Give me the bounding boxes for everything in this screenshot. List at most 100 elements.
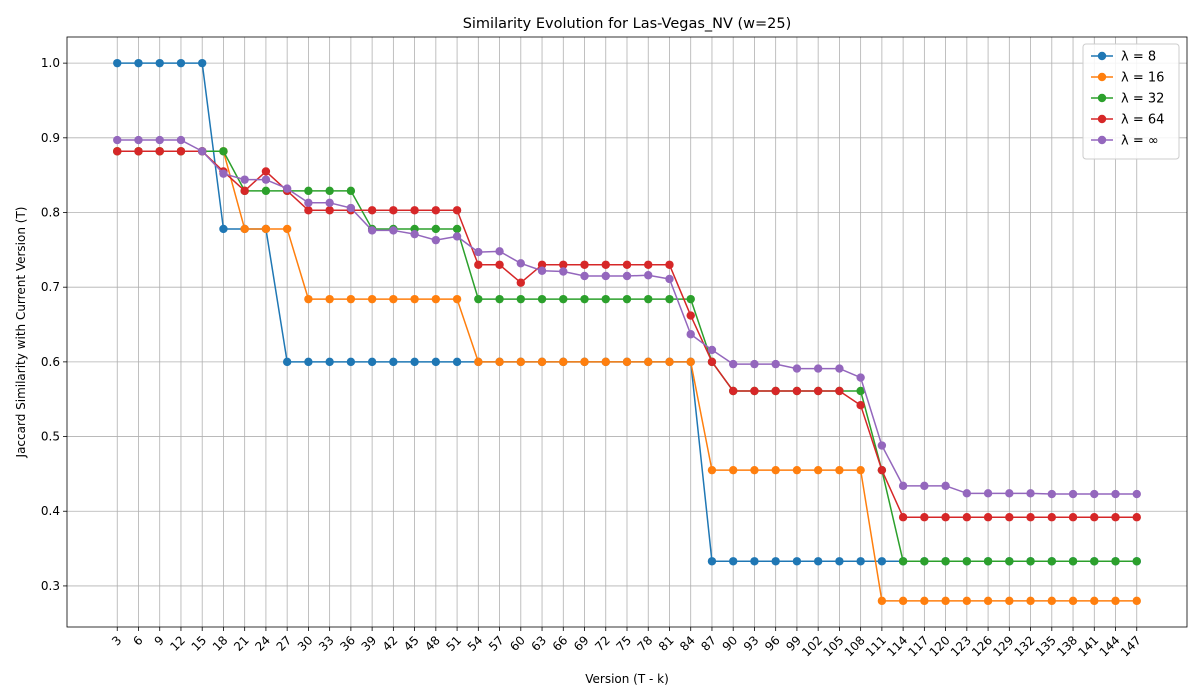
data-point [1111, 489, 1120, 499]
data-point [898, 481, 908, 491]
data-point [601, 260, 610, 269]
legend-label: λ = ∞ [1121, 134, 1159, 149]
data-point [367, 226, 377, 235]
data-point [898, 596, 908, 606]
data-point [665, 357, 674, 367]
data-point [304, 198, 313, 207]
data-point [155, 135, 164, 145]
data-point [367, 206, 377, 215]
data-point [813, 465, 823, 475]
data-point [1090, 513, 1099, 522]
data-point [346, 203, 356, 213]
grid [67, 37, 1187, 627]
data-point [410, 357, 419, 367]
data-point [792, 557, 802, 566]
data-point [325, 357, 334, 367]
data-point [622, 294, 632, 304]
legend-swatch-marker [1097, 51, 1107, 61]
data-point [113, 58, 122, 68]
data-point [771, 557, 780, 566]
data-point [452, 232, 462, 241]
x-axis-label: Version (T - k) [585, 672, 669, 686]
data-point [792, 465, 802, 475]
data-point [304, 357, 313, 367]
data-point [750, 359, 759, 369]
data-point [431, 224, 441, 234]
data-point [1026, 596, 1035, 606]
data-point [813, 386, 823, 396]
y-tick-label: 0.6 [41, 355, 60, 369]
data-point [686, 294, 695, 304]
data-point [962, 489, 972, 498]
data-point [1005, 489, 1014, 498]
data-point [920, 596, 929, 606]
data-point [622, 271, 632, 281]
y-tick-label: 0.8 [41, 206, 60, 220]
data-point [304, 294, 313, 304]
y-tick-label: 0.3 [41, 579, 60, 593]
data-point [474, 247, 483, 257]
data-point [134, 147, 143, 156]
data-point [219, 224, 228, 234]
data-point [325, 206, 334, 215]
legend-label: λ = 8 [1121, 50, 1156, 65]
data-point [1068, 596, 1078, 606]
data-point [176, 135, 186, 145]
data-point [1026, 489, 1035, 498]
y-axis: 0.3 0.4 0.5 0.6 0.7 0.8 0.9 1.0 [41, 56, 67, 593]
data-point [346, 357, 356, 367]
data-point [176, 58, 186, 68]
series-4 [113, 147, 1141, 522]
data-point [474, 260, 483, 269]
data-point [431, 206, 441, 215]
data-point [516, 259, 525, 268]
chart-title: Similarity Evolution for Las-Vegas_NV (w… [463, 16, 792, 32]
data-point [474, 357, 483, 367]
data-point [240, 186, 249, 196]
data-point [261, 175, 271, 184]
data-point [750, 465, 759, 475]
data-point [537, 266, 547, 275]
data-point [580, 357, 589, 367]
data-point [644, 357, 653, 367]
data-point [920, 557, 929, 566]
data-point [304, 206, 313, 215]
data-point [516, 294, 525, 304]
data-point [983, 596, 993, 606]
legend-box [1082, 43, 1180, 160]
data-point [1047, 513, 1057, 522]
data-point [1005, 557, 1014, 566]
data-point [1047, 489, 1057, 499]
data-point [240, 175, 249, 184]
data-point [559, 260, 568, 269]
data-point [601, 357, 610, 367]
legend: λ = 8 λ = 16 λ = 32 λ = 64 λ = ∞ [1082, 43, 1180, 160]
data-point [920, 513, 929, 522]
data-point [1068, 489, 1078, 499]
data-point [389, 226, 398, 235]
data-point [580, 271, 589, 281]
data-point [1090, 596, 1099, 606]
data-point [198, 58, 207, 68]
data-point [877, 557, 887, 566]
data-point [537, 294, 547, 304]
data-point [771, 359, 780, 369]
data-point [452, 206, 462, 215]
data-point [856, 465, 865, 475]
data-point [686, 311, 695, 320]
data-point [1047, 557, 1057, 566]
data-point [198, 147, 207, 156]
data-point [325, 294, 334, 304]
data-point [559, 294, 568, 304]
data-point [813, 364, 823, 373]
data-point [622, 260, 632, 269]
series-layer [113, 58, 1141, 606]
data-point [729, 557, 738, 566]
data-point [410, 206, 419, 215]
data-point [495, 357, 504, 367]
data-point [113, 135, 122, 145]
data-point [240, 224, 249, 234]
data-point [983, 557, 993, 566]
data-point [1026, 513, 1035, 522]
data-point [941, 481, 950, 491]
